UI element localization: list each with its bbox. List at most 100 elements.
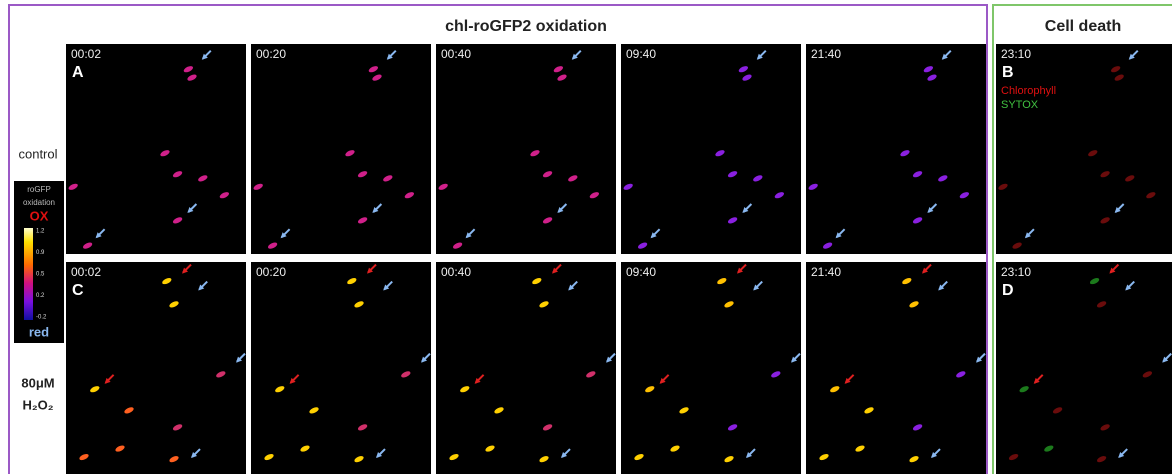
cell [637,242,648,249]
cell [679,407,689,414]
arrow-head [1118,452,1125,459]
cell [357,217,368,224]
cell [819,453,829,461]
cell [530,150,540,157]
arrow-head [191,452,197,459]
legend-entry: SYTOX [1001,99,1039,111]
side-title: Cell death [1045,18,1121,35]
cell [912,171,923,178]
cell [79,453,89,461]
cell [1111,66,1121,73]
colorbar-top: OX [30,208,49,223]
cell [738,66,749,73]
colorbar-tick: -0.2 [36,315,47,321]
arrow-head [1109,267,1116,274]
cell [855,445,865,452]
arrow-head [552,267,558,274]
cell [253,183,263,190]
cell [82,242,93,249]
arrow-head [941,53,948,60]
cell [169,456,179,463]
colorbar-gradient [24,228,33,320]
arrow-head [1114,207,1121,213]
panel-letter: A [72,64,84,81]
cell [1044,445,1054,452]
cell [909,456,919,463]
arrow-head [280,232,287,239]
timestamp: 23:10 [1001,265,1031,279]
colorbar-tick: 1.2 [36,229,45,235]
arrow-head [367,267,373,274]
cell [586,371,596,378]
colorbar-tick: 0.2 [36,293,45,299]
timestamp: 09:40 [626,47,656,61]
arrow-head [465,232,472,239]
cell [1100,217,1110,224]
cell [623,183,633,190]
row-label: H₂O₂ [22,397,53,412]
cell [557,74,567,81]
cell [532,277,542,285]
arrow-head [372,207,379,213]
arrow-head [568,284,575,291]
cell [902,277,912,285]
arrow-head [737,267,743,274]
cell [347,277,357,285]
cell [539,301,549,308]
cell [774,192,785,199]
colorbar-tick: 0.5 [36,272,45,278]
cell [460,386,470,393]
cell [115,445,125,452]
cell [90,386,100,393]
cell [264,453,274,461]
group-frame [992,4,1172,474]
cell [1146,192,1156,199]
cell [68,183,78,190]
cell [172,171,183,178]
image-panel [436,44,616,254]
cell [357,171,368,178]
arrow-head [938,284,945,291]
arrow-head [182,267,188,274]
timestamp: 21:40 [811,265,841,279]
colorbar-title: oxidation [23,198,55,207]
cell [771,371,781,378]
panel-letter: C [72,282,84,299]
cell [900,150,910,157]
cell [830,386,840,393]
cell [267,242,278,249]
panel-letter: B [1002,64,1014,81]
colorbar-title: roGFP [27,185,51,194]
cell [172,424,183,431]
colorbar-bottom: red [29,324,49,339]
cell [1019,386,1029,393]
arrow-head [753,284,760,291]
image-panel [66,262,246,474]
cell [927,74,937,81]
cell [354,456,364,463]
arrow-head [187,207,194,213]
cell [717,277,727,285]
cell [1012,242,1022,249]
cell [715,150,725,157]
cell [822,242,833,249]
cell [485,445,495,452]
cell [383,175,393,182]
cell [449,453,459,461]
arrow-head [201,53,208,60]
image-panel [621,44,801,254]
arrow-head [383,284,390,291]
arrow-head [1125,284,1132,291]
arrow-head [557,207,564,213]
arrow-head [931,452,937,459]
timestamp: 00:20 [256,265,286,279]
arrow-head [289,377,296,384]
cell [452,242,463,249]
cell [172,217,183,224]
cell [216,371,226,378]
cell [345,150,355,157]
image-panel [806,262,986,474]
image-panel [251,262,431,474]
arrow-head [746,452,752,459]
cell [727,217,738,224]
